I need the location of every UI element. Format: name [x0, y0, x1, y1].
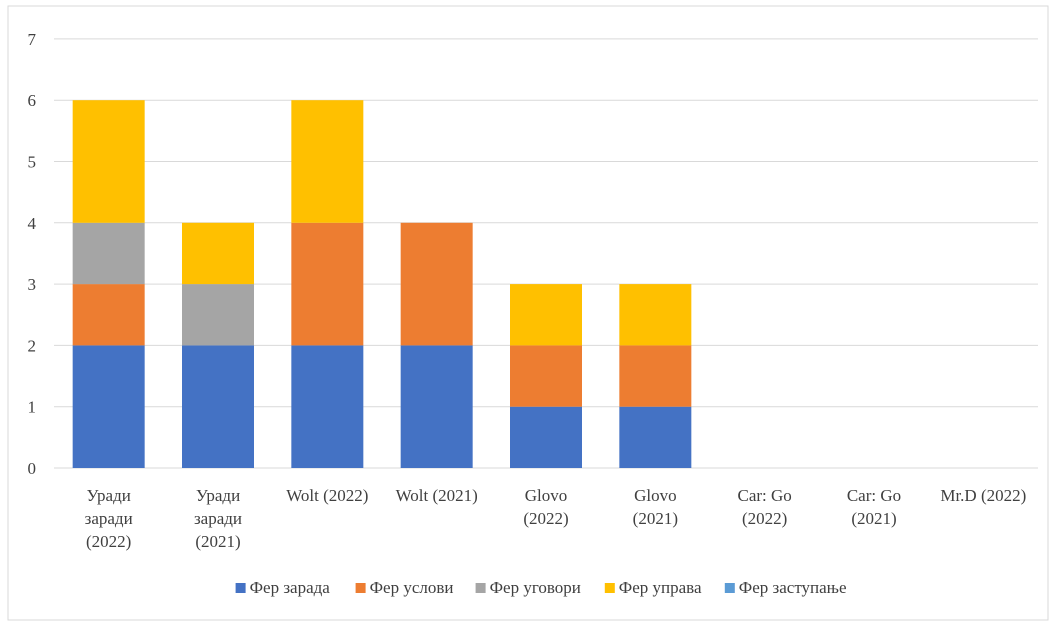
bar-segment	[291, 345, 364, 468]
bar-segment	[619, 284, 692, 346]
legend-label: Фер заступање	[739, 578, 847, 597]
bar-segment	[400, 222, 473, 346]
x-tick-label: Car: Go (2022)	[738, 486, 792, 528]
legend-item: Фер уговори	[475, 578, 581, 597]
bar-segment	[291, 222, 364, 346]
bar-segment	[72, 222, 145, 285]
legend-item: Фер управа	[604, 578, 702, 597]
bar-segment	[510, 345, 582, 407]
legend-swatch	[235, 583, 246, 593]
x-tick-label: Glovo (2021)	[633, 486, 678, 528]
y-axis: 0 1 2 3 4 5 6 7	[28, 30, 37, 478]
bar-segment	[72, 284, 145, 346]
x-tick-label: Glovo (2022)	[523, 486, 568, 528]
legend: Фер зарада Фер услови Фер уговори Фер управ…	[235, 578, 847, 597]
bar-segment	[510, 406, 582, 468]
y-tick-label: 2	[28, 336, 37, 355]
legend-item: Фер заступање	[724, 578, 847, 597]
y-tick-label: 1	[28, 398, 37, 417]
bar-segment	[400, 345, 473, 468]
x-tick-label: Car: Go (2021)	[847, 486, 901, 528]
legend-item: Фер услови	[355, 578, 454, 597]
legend-label: Фер уговори	[490, 578, 581, 597]
x-axis-labels: Уради заради (2022) Уради заради (2021) Wolt (…	[85, 486, 1027, 551]
x-tick-label: Уради заради (2022)	[85, 486, 133, 551]
legend-swatch	[355, 583, 366, 593]
bar-segment	[182, 345, 254, 468]
legend-swatch	[604, 583, 615, 593]
bar-segment	[72, 100, 145, 223]
x-tick-label: Wolt (2022)	[286, 486, 368, 505]
legend-swatch	[475, 583, 486, 593]
bar-segment	[619, 345, 692, 407]
bar-segment	[182, 284, 254, 346]
bar-segment	[510, 284, 582, 346]
bar-segment	[72, 345, 145, 468]
bars	[72, 100, 692, 468]
bar-segment	[182, 222, 254, 285]
y-tick-label: 3	[28, 275, 37, 294]
y-tick-label: 5	[28, 153, 37, 172]
bar-segment	[291, 100, 364, 223]
y-tick-label: 6	[28, 91, 37, 110]
legend-item: Фер зарада	[235, 578, 331, 597]
x-tick-label: Wolt (2021)	[396, 486, 478, 505]
legend-label: Фер управа	[619, 578, 702, 597]
x-tick-label: Mr.D (2022)	[940, 486, 1026, 505]
y-tick-label: 7	[28, 30, 37, 49]
x-tick-label: Уради заради (2021)	[194, 486, 242, 551]
y-tick-label: 4	[28, 214, 37, 233]
legend-label: Фер зарада	[250, 578, 331, 597]
bar-segment	[619, 406, 692, 468]
legend-swatch	[724, 583, 735, 593]
y-tick-label: 0	[28, 459, 37, 478]
legend-label: Фер услови	[370, 578, 454, 597]
